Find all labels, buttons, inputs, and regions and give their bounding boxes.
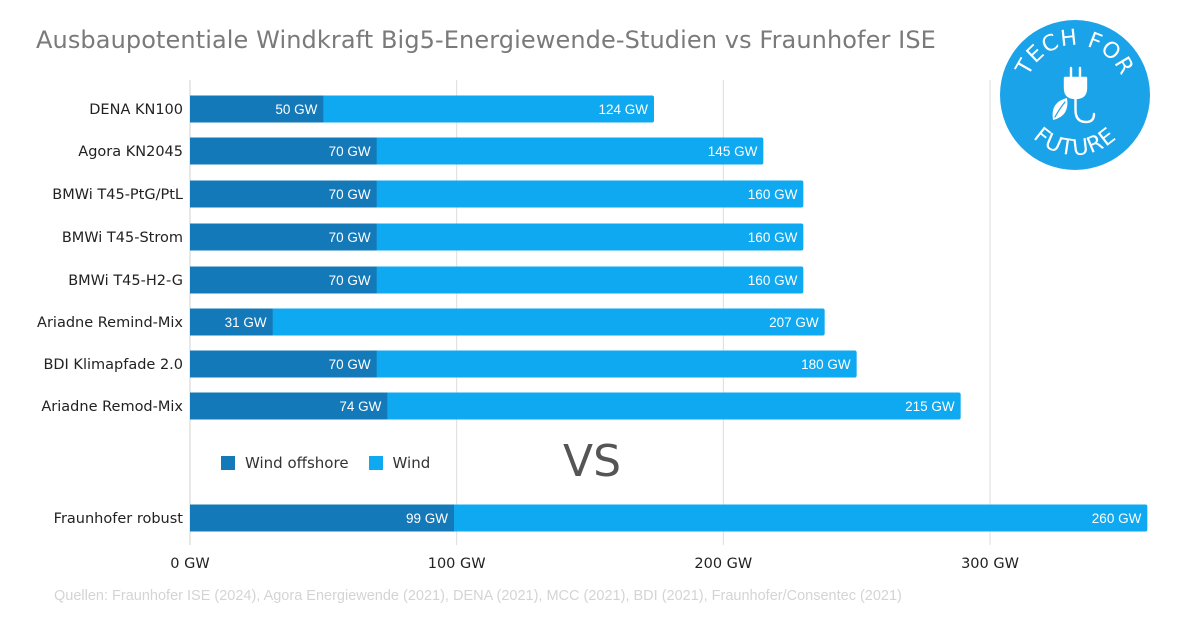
legend-label-offshore: Wind offshore <box>245 454 349 472</box>
vs-label: VS <box>563 436 622 487</box>
legend-label-wind: Wind <box>392 454 431 472</box>
source-note: Quellen: Fraunhofer ISE (2024), Agora En… <box>54 588 902 604</box>
bar-wind-offshore <box>190 308 273 336</box>
bar-wind-offshore <box>190 266 377 294</box>
bar-wind-offshore <box>190 504 454 532</box>
data-label-wind: 160 GW <box>748 230 798 245</box>
data-label-offshore: 50 GW <box>275 102 317 117</box>
data-label-wind: 160 GW <box>748 273 798 288</box>
category-label: Agora KN2045 <box>78 144 183 160</box>
data-label-wind: 215 GW <box>905 399 955 414</box>
x-tick-label: 0 GW <box>170 556 209 572</box>
data-label-offshore: 99 GW <box>406 511 448 526</box>
bar-wind-offshore <box>190 180 377 208</box>
bar-wind <box>190 308 825 336</box>
bar-wind-offshore <box>190 95 324 123</box>
tech-for-future-logo: TECH FOR FUTURE <box>1000 20 1150 170</box>
labels: 0 GW 100 GW 200 GW 300 GW DENA KN100 50 GW 124… <box>37 102 1142 572</box>
data-label-offshore: 31 GW <box>225 315 267 330</box>
data-label-wind: 180 GW <box>801 357 851 372</box>
data-label-wind: 160 GW <box>748 187 798 202</box>
data-label-wind: 145 GW <box>708 144 758 159</box>
data-label-offshore: 70 GW <box>329 187 371 202</box>
data-label-wind: 260 GW <box>1092 511 1142 526</box>
chart-title: Ausbaupotentiale Windkraft Big5-Energiew… <box>36 26 936 54</box>
x-tick-label: 300 GW <box>961 556 1019 572</box>
category-label: BMWi T45-H2-G <box>68 273 183 289</box>
data-label-offshore: 70 GW <box>329 357 371 372</box>
data-label-offshore: 70 GW <box>329 230 371 245</box>
plug-leaf-icon <box>1052 66 1096 124</box>
bar-wind-offshore <box>190 137 377 165</box>
data-label-wind: 124 GW <box>598 102 648 117</box>
x-tick-label: 200 GW <box>694 556 752 572</box>
data-label-offshore: 74 GW <box>339 399 381 414</box>
legend-item-offshore: Wind offshore <box>221 454 349 472</box>
x-tick-label: 100 GW <box>428 556 486 572</box>
data-label-offshore: 70 GW <box>329 144 371 159</box>
category-label: Fraunhofer robust <box>54 511 184 527</box>
category-label: DENA KN100 <box>89 102 183 118</box>
category-label: BMWi T45-PtG/PtL <box>52 187 183 203</box>
data-label-offshore: 70 GW <box>329 273 371 288</box>
category-label: Ariadne Remod-Mix <box>41 399 183 415</box>
bar-wind-offshore <box>190 223 377 251</box>
legend-swatch-wind <box>368 456 383 470</box>
category-label: Ariadne Remind-Mix <box>37 315 183 331</box>
legend-item-wind: Wind <box>368 454 431 472</box>
category-label: BDI Klimapfade 2.0 <box>43 357 183 373</box>
category-label: BMWi T45-Strom <box>62 230 183 246</box>
data-label-wind: 207 GW <box>769 315 819 330</box>
bar-wind-offshore <box>190 392 388 420</box>
legend-swatch-offshore <box>221 456 235 470</box>
bar-wind-offshore <box>190 350 377 378</box>
bars <box>190 95 1148 532</box>
legend: Wind offshore Wind <box>221 454 450 472</box>
